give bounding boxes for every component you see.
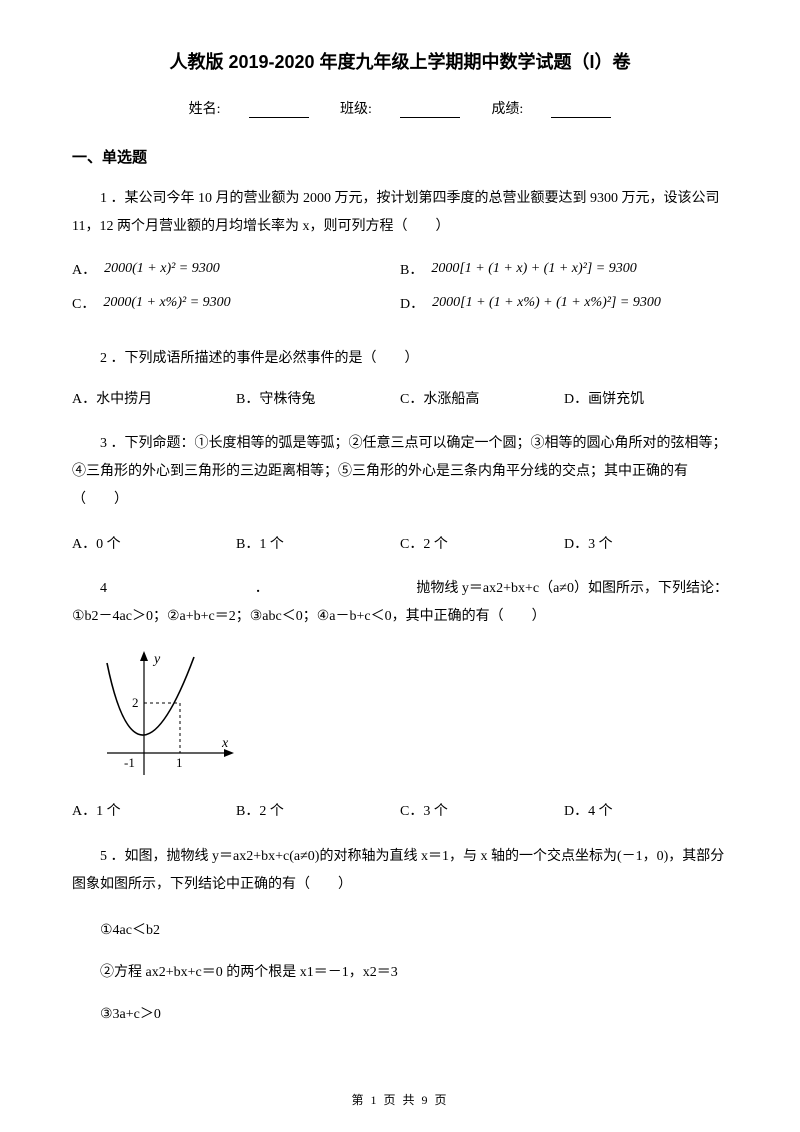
- q3-option-d: D．3 个: [564, 532, 728, 557]
- formula: 2000[1 + (1 + x) + (1 + x)²] = 9300: [431, 261, 636, 277]
- q1-option-c: C． 2000(1 + x%)² = 9300: [72, 293, 400, 313]
- question-2-options: A．水中捞月 B．守株待兔 C．水涨船高 D．画饼充饥: [72, 387, 728, 412]
- score-blank: [551, 102, 611, 118]
- student-info-row: 姓名: 班级: 成绩:: [72, 98, 728, 118]
- opt-label: D．: [400, 293, 424, 313]
- question-4-line1: 4 ． 抛物线 y＝ax2+bx+c（a≠0）如图所示，下列结论：: [72, 575, 728, 603]
- x-tick-1: 1: [176, 755, 183, 770]
- class-blank: [400, 102, 460, 118]
- opt-label: C．: [72, 293, 95, 313]
- q3-option-c: C．2 个: [400, 532, 564, 557]
- question-1-text: 1 ．某公司今年 10 月的营业额为 2000 万元，按计划第四季度的总营业额要…: [72, 185, 728, 241]
- score-label: 成绩:: [491, 102, 523, 117]
- q2-option-b: B．守株待兔: [236, 387, 400, 412]
- name-blank: [249, 102, 309, 118]
- question-4-line2: ①b2－4ac＞0；②a+b+c＝2；③abc＜0；④a－b+c＜0，其中正确的…: [72, 603, 728, 631]
- question-3-text: 3 ．下列命题：①长度相等的弧是等弧；②任意三点可以确定一个圆；③相等的圆心角所…: [72, 430, 728, 514]
- opt-label: B．: [400, 259, 423, 279]
- q2-option-a: A．水中捞月: [72, 387, 236, 412]
- q2-option-d: D．画饼充饥: [564, 387, 728, 412]
- question-4-options: A．1 个 B．2 个 C．3 个 D．4 个: [72, 799, 728, 824]
- document-title: 人教版 2019-2020 年度九年级上学期期中数学试题（I）卷: [72, 48, 728, 74]
- parabola-graph: y x 2 1 -1: [102, 645, 242, 785]
- q4-option-b: B．2 个: [236, 799, 400, 824]
- parabola-svg: y x 2 1 -1: [102, 645, 242, 785]
- q1-option-d: D． 2000[1 + (1 + x%) + (1 + x%)²] = 9300: [400, 293, 728, 313]
- q3-option-a: A．0 个: [72, 532, 236, 557]
- opt-label: A．: [72, 259, 96, 279]
- origin-label: -1: [124, 755, 135, 770]
- q2-option-c: C．水涨船高: [400, 387, 564, 412]
- section-1-header: 一、单选题: [72, 146, 728, 167]
- q4-tail: 抛物线 y＝ax2+bx+c（a≠0）如图所示，下列结论：: [388, 575, 728, 603]
- x-axis-label: x: [221, 736, 229, 751]
- q3-option-b: B．1 个: [236, 532, 400, 557]
- formula: 2000[1 + (1 + x%) + (1 + x%)²] = 9300: [432, 295, 661, 311]
- q4-option-d: D．4 个: [564, 799, 728, 824]
- class-label: 班级:: [340, 102, 372, 117]
- formula: 2000(1 + x%)² = 9300: [103, 295, 230, 311]
- y-arrow-icon: [140, 651, 148, 661]
- q1-option-b: B． 2000[1 + (1 + x) + (1 + x)²] = 9300: [400, 259, 728, 279]
- y-tick-2: 2: [132, 695, 139, 710]
- page-footer: 第 1 页 共 9 页: [0, 1091, 800, 1108]
- q1-option-a: A． 2000(1 + x)² = 9300: [72, 259, 400, 279]
- y-axis-label: y: [152, 652, 161, 667]
- q5-sub3: ③3a+c＞0: [72, 1001, 728, 1029]
- q4-num: 4: [72, 575, 107, 603]
- question-1-options: A． 2000(1 + x)² = 9300 B． 2000[1 + (1 + …: [72, 259, 728, 327]
- parabola-curve: [107, 657, 194, 735]
- name-label: 姓名:: [189, 102, 221, 117]
- q4-option-c: C．3 个: [400, 799, 564, 824]
- q4-dot: ．: [227, 575, 269, 603]
- q4-option-a: A．1 个: [72, 799, 236, 824]
- q5-sub2: ②方程 ax2+bx+c＝0 的两个根是 x1＝－1，x2＝3: [72, 959, 728, 987]
- question-2-text: 2 ．下列成语所描述的事件是必然事件的是（ ）: [72, 345, 728, 373]
- formula: 2000(1 + x)² = 9300: [104, 261, 220, 277]
- question-3-options: A．0 个 B．1 个 C．2 个 D．3 个: [72, 532, 728, 557]
- question-5-text: 5 ．如图，抛物线 y＝ax2+bx+c(a≠0)的对称轴为直线 x＝1，与 x…: [72, 843, 728, 899]
- q5-sub1: ①4ac＜b2: [72, 917, 728, 945]
